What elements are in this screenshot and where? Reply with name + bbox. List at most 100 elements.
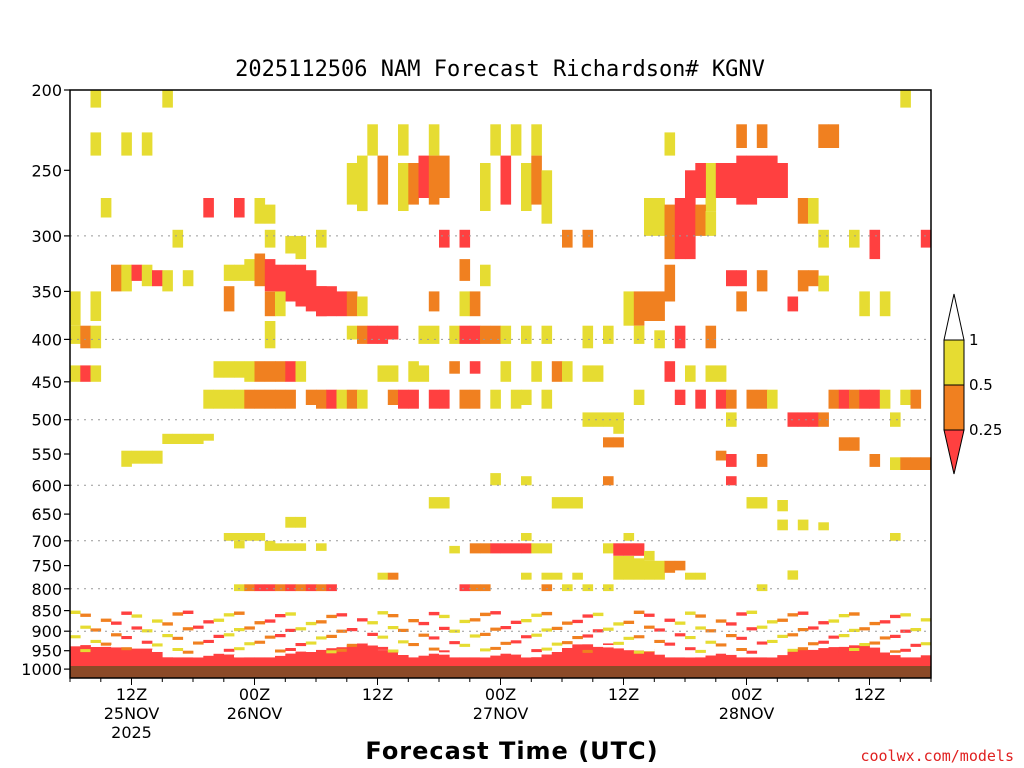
heat-cell: [469, 291, 481, 317]
heat-cell: [746, 155, 758, 205]
heat-cell: [541, 325, 553, 344]
heat-cell: [705, 211, 717, 236]
heat-cell: [223, 361, 235, 378]
x-tick-label: 12Z: [608, 685, 639, 704]
x-tick-label: 26NOV: [227, 704, 283, 723]
heat-cell: [387, 389, 399, 405]
x-tick-label: 12Z: [116, 685, 147, 704]
heat-cell: [920, 457, 932, 470]
heat-cell: [254, 533, 266, 541]
x-tick-label: 00Z: [239, 685, 270, 704]
bl-cell: [633, 650, 645, 678]
heat-cell: [541, 170, 553, 224]
x-tick-label: 12Z: [362, 685, 393, 704]
bl-cell: [623, 636, 635, 640]
heat-cell: [510, 124, 522, 156]
heat-cell: [254, 389, 266, 409]
bl-cell: [70, 610, 81, 614]
y-tick-label: 1000: [21, 660, 62, 679]
bl-cell: [326, 634, 337, 638]
bl-cell: [131, 648, 143, 678]
bl-cell: [808, 642, 819, 646]
heat-cell: [705, 365, 717, 382]
heat-cell: [285, 584, 296, 592]
bl-cell: [900, 629, 911, 633]
heat-cell: [295, 361, 307, 382]
heat-cell: [582, 229, 594, 248]
bl-cell: [838, 646, 850, 678]
heat-cell: [285, 361, 296, 382]
heat-cell: [408, 361, 419, 382]
heat-cell: [264, 389, 276, 409]
bl-cell: [223, 613, 235, 617]
bl-cell: [531, 633, 542, 637]
bl-cell: [551, 626, 563, 630]
x-tick-label: 12Z: [854, 685, 885, 704]
bl-cell: [428, 636, 440, 640]
bl-cell: [121, 647, 132, 651]
heat-cell: [70, 291, 81, 326]
heat-cell: [736, 155, 747, 205]
bl-cell: [244, 642, 255, 646]
bl-cell: [459, 643, 471, 647]
bl-cell: [685, 636, 696, 640]
bl-cell: [295, 627, 307, 631]
bl-cell: [910, 643, 922, 647]
bl-cell: [387, 652, 399, 678]
heat-cell: [449, 325, 460, 344]
heat-cell: [613, 555, 624, 580]
heat-cell: [746, 389, 758, 409]
bl-cell: [336, 613, 348, 617]
bl-cell: [203, 620, 214, 624]
bl-cell: [305, 641, 317, 645]
heat-cell: [152, 450, 163, 464]
bl-cell: [644, 651, 655, 678]
heat-cell: [654, 198, 665, 236]
bl-cell: [849, 645, 860, 678]
cell-layer: [70, 90, 932, 592]
bl-gap: [439, 652, 450, 655]
bl-cell: [428, 647, 440, 651]
heat-cell: [500, 155, 512, 205]
heat-cell: [244, 584, 255, 592]
heat-cell: [900, 90, 911, 108]
heat-cell: [223, 286, 235, 312]
bl-cell: [695, 649, 706, 653]
heat-cell: [736, 124, 747, 148]
bl-cell: [459, 619, 471, 624]
bl-gap: [685, 655, 696, 658]
heat-cell: [428, 155, 440, 205]
heat-cell: [131, 450, 143, 464]
heat-cell: [316, 584, 327, 592]
heat-cell: [644, 560, 655, 580]
heat-cell: [367, 325, 378, 344]
heat-cell: [141, 450, 153, 464]
heat-cell: [244, 361, 255, 382]
bl-cell: [234, 647, 245, 651]
bl-gap: [521, 655, 532, 658]
bl-cell: [377, 650, 389, 678]
heat-cell: [223, 389, 235, 409]
bl-cell: [387, 626, 399, 630]
heat-cell: [756, 454, 768, 467]
heat-cell: [541, 572, 553, 580]
bl-cell: [346, 643, 358, 647]
heat-cell: [100, 198, 112, 218]
bl-cell: [428, 611, 440, 616]
heat-cell: [664, 361, 676, 382]
bl-cell: [818, 640, 829, 644]
heat-cell: [316, 389, 327, 409]
bl-cell: [787, 650, 799, 678]
heat-cell: [859, 389, 870, 409]
heat-cell: [674, 198, 686, 260]
heat-cell: [664, 204, 676, 260]
heat-cell: [828, 124, 840, 148]
heat-cell: [234, 264, 245, 281]
heat-cell: [521, 389, 532, 405]
heat-cell: [726, 389, 737, 409]
heat-cell: [644, 550, 655, 561]
bl-cell: [357, 642, 368, 646]
heat-cell: [521, 572, 532, 580]
bl-gap: [480, 655, 491, 658]
colorbar: 1 0.5 0.25: [943, 293, 1002, 475]
